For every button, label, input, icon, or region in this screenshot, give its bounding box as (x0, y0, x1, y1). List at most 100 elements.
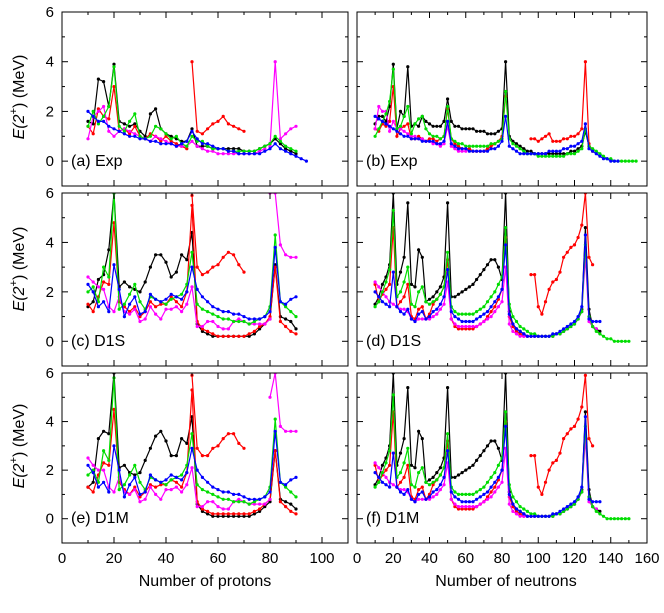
data-point (96, 300, 100, 304)
data-point (242, 500, 246, 504)
data-point (232, 149, 236, 153)
data-point (558, 512, 562, 516)
data-point (420, 285, 424, 289)
x-tick-label: 60 (210, 550, 227, 567)
data-point (529, 514, 533, 518)
data-point (456, 327, 461, 331)
data-point (237, 127, 241, 131)
data-point (540, 152, 544, 156)
data-point (112, 263, 116, 267)
data-point (154, 253, 158, 257)
data-point (576, 132, 580, 136)
data-point (493, 258, 497, 262)
data-point (525, 509, 530, 513)
data-point (485, 144, 490, 148)
data-point (576, 142, 580, 146)
data-point (107, 117, 111, 121)
data-point (380, 114, 384, 118)
data-point (206, 142, 210, 146)
data-point (102, 461, 106, 465)
data-point (500, 139, 504, 143)
data-point (138, 312, 142, 316)
data-point (247, 497, 251, 501)
data-point (456, 492, 461, 496)
x-tick-label: 160 (634, 550, 659, 567)
data-point (533, 273, 537, 277)
data-point (456, 497, 461, 501)
data-point (200, 132, 204, 136)
data-point (572, 500, 577, 504)
data-point (190, 203, 194, 207)
data-point (489, 132, 493, 136)
data-point (529, 152, 533, 156)
data-point (551, 512, 555, 516)
data-point (117, 124, 121, 128)
data-point (565, 324, 569, 329)
data-point (96, 109, 100, 113)
data-point (456, 147, 461, 151)
data-point (232, 312, 236, 316)
data-point (554, 139, 559, 143)
data-point (258, 152, 262, 156)
data-point (511, 147, 515, 151)
data-point (138, 471, 142, 475)
data-point (273, 245, 277, 249)
data-point (102, 80, 106, 84)
data-point (148, 112, 152, 116)
data-point (216, 334, 220, 338)
data-point (226, 250, 230, 254)
y-tick-label: 4 (46, 414, 54, 431)
data-point (431, 483, 435, 487)
data-point (446, 250, 450, 254)
data-point (221, 327, 225, 331)
data-point (377, 117, 381, 121)
data-point (449, 317, 453, 321)
data-point (525, 152, 530, 156)
data-point (154, 297, 158, 301)
data-point (533, 512, 537, 516)
data-point (409, 132, 413, 136)
data-point (543, 334, 548, 338)
data-point (467, 144, 471, 148)
series-line-3 (269, 373, 296, 432)
data-point (398, 480, 403, 484)
data-point (232, 514, 236, 518)
data-point (471, 505, 475, 509)
data-point (388, 282, 392, 286)
data-point (289, 255, 293, 259)
data-point (380, 290, 384, 294)
data-point (258, 147, 262, 151)
data-point (406, 307, 410, 311)
data-point (612, 517, 617, 521)
data-point (496, 463, 500, 467)
x-tick-label: 40 (158, 550, 175, 567)
data-point (154, 134, 158, 138)
data-point (169, 478, 173, 482)
data-point (122, 302, 126, 306)
data-point (133, 134, 137, 138)
data-point (112, 65, 116, 69)
data-point (159, 480, 163, 484)
data-point (86, 109, 90, 113)
data-point (159, 142, 163, 146)
data-point (435, 139, 439, 143)
data-point (540, 312, 544, 316)
data-point (174, 305, 178, 309)
data-point (609, 157, 613, 161)
data-point (200, 142, 204, 146)
data-point (471, 282, 475, 286)
data-point (518, 514, 522, 518)
data-point (112, 62, 116, 66)
data-point (460, 327, 464, 331)
data-point (630, 159, 635, 163)
data-point (289, 147, 293, 151)
data-point (195, 446, 199, 450)
data-point (86, 473, 90, 477)
data-point (427, 495, 432, 499)
data-point (424, 300, 428, 304)
data-point (620, 339, 624, 343)
data-point (388, 463, 392, 467)
data-point (598, 329, 602, 333)
data-point (572, 134, 577, 138)
data-point (258, 324, 262, 329)
